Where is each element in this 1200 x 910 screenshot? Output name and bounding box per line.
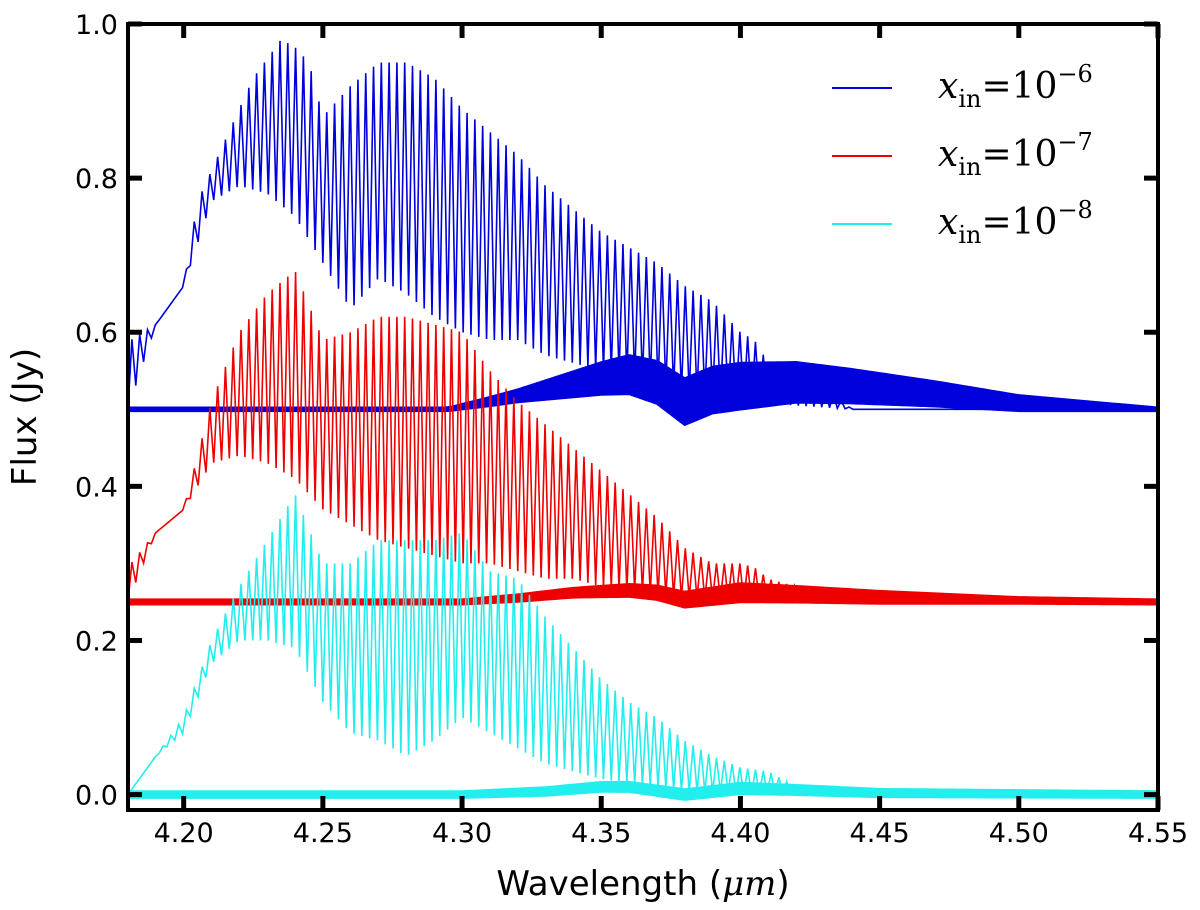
x-tick-label: 4.45 bbox=[850, 818, 910, 849]
legend-label: xin=10−8 bbox=[938, 196, 1093, 249]
x-tick-label: 4.55 bbox=[1128, 818, 1188, 849]
y-tick-labels: 0.0 0.2 0.4 0.6 0.8 1.0 bbox=[75, 10, 118, 812]
y-tick-label: 0.8 bbox=[75, 164, 118, 195]
x-tick-label: 4.20 bbox=[154, 818, 214, 849]
x-tick-label: 4.35 bbox=[571, 818, 631, 849]
x-tick-label: 4.40 bbox=[710, 818, 770, 849]
x-tick-labels: 4.20 4.25 4.30 4.35 4.40 4.45 4.50 4.55 bbox=[154, 818, 1188, 849]
legend: xin=10−6 xin=10−7 xin=10−8 bbox=[832, 60, 1093, 249]
legend-entry-3: xin=10−8 bbox=[832, 196, 1093, 249]
spectrum-line-3 bbox=[127, 495, 1157, 797]
baseline-band-3 bbox=[126, 780, 1160, 801]
x-tick-label: 4.50 bbox=[989, 818, 1049, 849]
y-tick-label: 0.2 bbox=[75, 626, 118, 657]
y-tick-label: 0.0 bbox=[75, 781, 118, 812]
x-tick-label: 4.25 bbox=[293, 818, 353, 849]
x-axis-label: Wavelength (μm) bbox=[496, 864, 789, 904]
y-tick-label: 0.4 bbox=[75, 472, 118, 503]
legend-label: xin=10−6 bbox=[938, 60, 1093, 113]
series-x_in=10^-8 bbox=[126, 495, 1160, 801]
plot-area bbox=[126, 40, 1160, 801]
x-tick-label: 4.30 bbox=[432, 818, 492, 849]
y-axis-label: Flux (Jy) bbox=[5, 348, 45, 486]
y-tick-label: 0.6 bbox=[75, 318, 118, 349]
legend-entry-1: xin=10−6 bbox=[832, 60, 1093, 113]
legend-entry-2: xin=10−7 bbox=[832, 128, 1093, 181]
spectrum-line-2 bbox=[127, 271, 1157, 605]
y-tick-label: 1.0 bbox=[75, 10, 118, 41]
plot-frame bbox=[126, 22, 1160, 812]
series-x_in=10^-7 bbox=[126, 271, 1160, 609]
legend-label: xin=10−7 bbox=[938, 128, 1093, 181]
